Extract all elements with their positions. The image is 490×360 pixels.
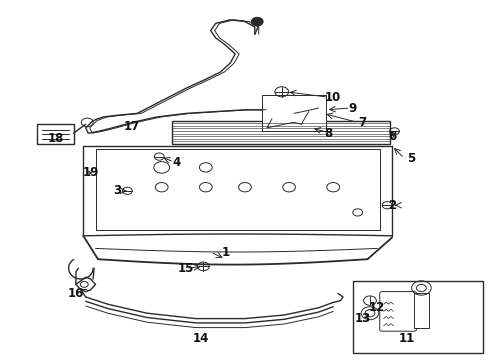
Bar: [37, 124, 74, 144]
Text: 4: 4: [172, 156, 180, 168]
Text: 11: 11: [398, 332, 415, 345]
Text: 10: 10: [325, 91, 342, 104]
Bar: [414, 293, 429, 328]
Text: 1: 1: [221, 246, 229, 258]
Text: 5: 5: [408, 152, 416, 165]
Text: 12: 12: [369, 301, 386, 314]
Text: 9: 9: [349, 102, 357, 114]
FancyBboxPatch shape: [380, 292, 416, 331]
Text: 18: 18: [48, 132, 65, 145]
Text: 3: 3: [114, 184, 122, 197]
Text: 8: 8: [324, 127, 332, 140]
Text: 2: 2: [388, 199, 396, 212]
Bar: [262, 95, 326, 131]
Text: 17: 17: [124, 120, 141, 132]
Text: 15: 15: [178, 262, 195, 275]
Bar: [172, 121, 390, 144]
Text: 19: 19: [82, 166, 99, 179]
Text: 6: 6: [388, 130, 396, 143]
Text: 13: 13: [354, 312, 371, 325]
Text: 7: 7: [359, 116, 367, 129]
Text: 14: 14: [193, 332, 209, 345]
Circle shape: [251, 17, 263, 26]
Bar: [353, 281, 483, 353]
Text: 16: 16: [68, 287, 84, 300]
